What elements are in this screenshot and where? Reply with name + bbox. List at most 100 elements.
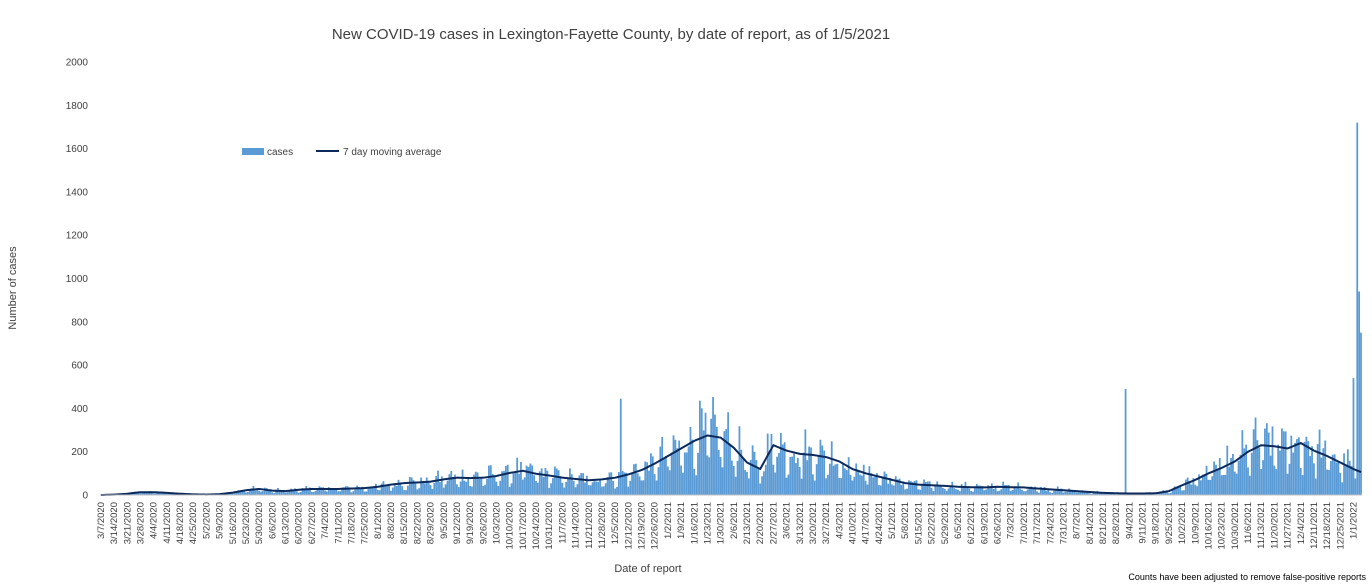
case-bar (559, 476, 562, 495)
case-bar (763, 471, 765, 495)
case-bar (1038, 492, 1040, 495)
case-bar (768, 452, 771, 495)
case-bar (553, 466, 556, 495)
x-tick-label: 7/11/2020 (333, 502, 344, 544)
case-bar (721, 467, 724, 495)
case-bar (1326, 469, 1328, 495)
x-tick-label: 8/8/2020 (386, 502, 397, 539)
case-bar (906, 488, 908, 495)
case-bar (1049, 492, 1052, 495)
case-bar (1288, 463, 1291, 495)
x-tick-label: 8/14/2021 (1085, 502, 1096, 544)
case-bar (1243, 448, 1246, 495)
case-bar (312, 491, 315, 495)
footnote: Counts have been adjusted to remove fals… (1128, 572, 1366, 582)
x-tick-label: 3/20/2021 (808, 502, 819, 544)
case-bar (493, 476, 496, 495)
case-bar (891, 484, 893, 495)
case-bar (601, 486, 603, 495)
case-bar (666, 466, 669, 495)
case-bar (938, 484, 940, 495)
case-bar (710, 418, 713, 495)
case-bar (1222, 475, 1225, 495)
case-bar (145, 492, 147, 495)
x-tick-label: 8/7/2021 (1072, 502, 1083, 539)
case-bar (339, 491, 341, 495)
case-bar (474, 471, 477, 495)
case-bar (940, 485, 942, 495)
case-bar (834, 464, 837, 495)
case-bar (842, 463, 844, 495)
case-bar (1220, 475, 1223, 495)
case-bar (1064, 491, 1067, 495)
x-tick-label: 10/30/2021 (1230, 502, 1241, 550)
chart-title: New COVID-19 cases in Lexington-Fayette … (332, 26, 890, 43)
case-bar (488, 465, 490, 495)
case-bar (480, 477, 483, 495)
case-bar (761, 476, 763, 495)
case-bar (1281, 428, 1283, 495)
case-bar (410, 477, 413, 495)
case-bar (341, 487, 343, 495)
case-bar (712, 396, 714, 495)
case-bar (877, 484, 880, 495)
case-bar (294, 488, 296, 495)
x-tick-label: 7/31/2021 (1058, 502, 1069, 544)
case-bar (561, 482, 564, 495)
case-bar (416, 489, 419, 495)
case-bar (1343, 453, 1345, 495)
case-bar (164, 492, 166, 495)
case-bar (1041, 489, 1044, 495)
legend-label-cases: cases (267, 147, 293, 158)
case-bar (263, 487, 266, 495)
case-bar (1297, 437, 1300, 495)
case-bar (501, 471, 503, 495)
case-bar (245, 492, 247, 495)
case-bar (853, 476, 856, 495)
case-bar (781, 444, 784, 495)
case-bar (1043, 486, 1046, 495)
case-bar (433, 482, 436, 495)
case-bar (998, 490, 1001, 495)
case-bar (683, 452, 686, 495)
case-bar (964, 481, 967, 495)
case-bar (1224, 475, 1227, 495)
x-tick-label: 4/18/2020 (175, 502, 186, 544)
case-bar (593, 480, 596, 495)
case-bar (1269, 455, 1272, 495)
case-bar (523, 477, 526, 495)
case-bar (574, 487, 577, 495)
case-bar (382, 481, 385, 495)
case-bar (290, 488, 293, 495)
case-bar (614, 488, 617, 495)
x-axis-label: Date of report (614, 563, 681, 575)
case-bar (316, 488, 319, 495)
case-bar (165, 493, 168, 495)
case-bar (612, 481, 615, 495)
case-bar (471, 486, 473, 495)
case-bar (352, 491, 355, 495)
case-bar (1058, 489, 1061, 495)
case-bar (1102, 493, 1104, 495)
case-bar (463, 480, 466, 495)
case-bar (981, 486, 984, 495)
case-bar (872, 477, 875, 495)
case-bar (1203, 474, 1206, 495)
case-bar (243, 490, 245, 495)
case-bar (659, 446, 662, 495)
case-bar (378, 490, 381, 495)
case-bar (390, 490, 392, 495)
case-bar (265, 488, 268, 495)
x-tick-label: 4/17/2021 (861, 502, 872, 544)
case-bar (725, 428, 728, 495)
x-tick-label: 11/6/2021 (1243, 502, 1254, 544)
case-bar (327, 487, 330, 495)
case-bar (1337, 461, 1340, 495)
case-bar (1322, 448, 1325, 495)
case-bar (1111, 493, 1114, 495)
case-bar (1015, 488, 1018, 495)
case-bar (992, 488, 995, 495)
case-bar (1277, 444, 1280, 495)
case-bar (439, 481, 441, 495)
case-bar (936, 481, 939, 495)
